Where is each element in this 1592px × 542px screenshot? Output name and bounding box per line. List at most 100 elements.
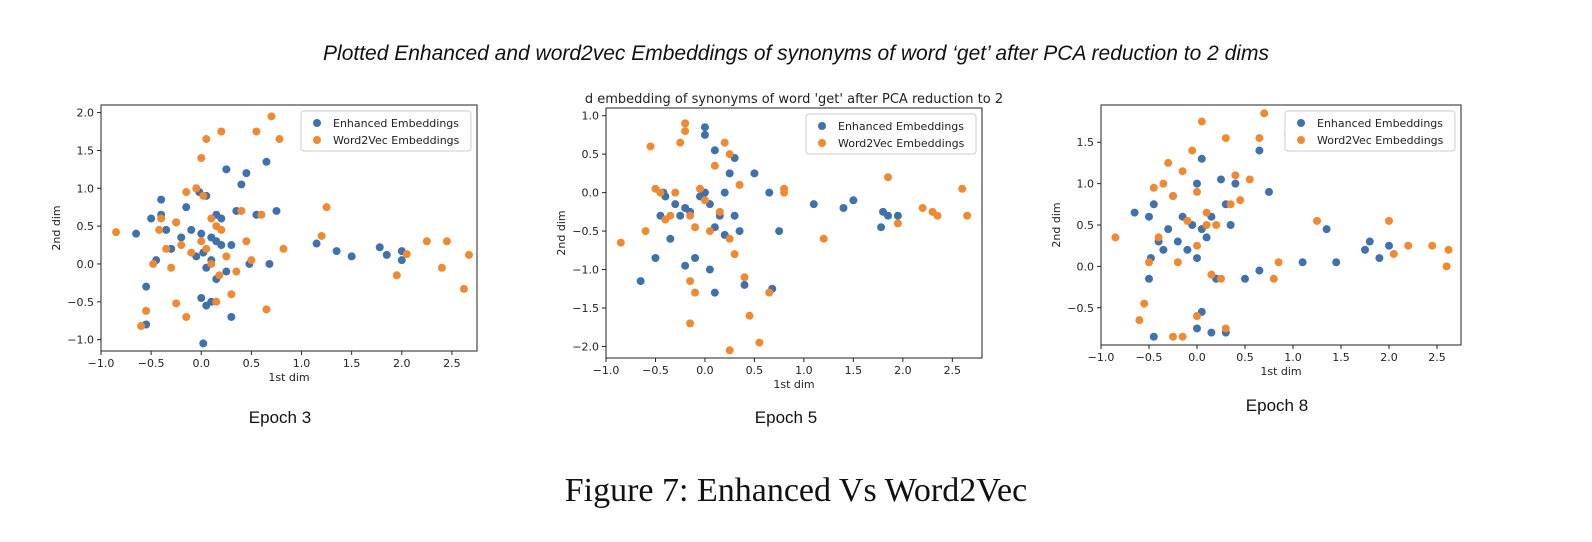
enhanced-point bbox=[1375, 254, 1384, 263]
word2vec-point bbox=[1135, 316, 1144, 325]
y-tick-label: −1.5 bbox=[572, 302, 599, 315]
enhanced-point bbox=[1145, 212, 1153, 221]
word2vec-point bbox=[725, 150, 734, 159]
y-tick-label: 1.5 bbox=[1077, 136, 1095, 149]
enhanced-point bbox=[1202, 233, 1211, 242]
word2vec-point bbox=[676, 138, 685, 147]
y-tick-label: 2.0 bbox=[77, 107, 95, 120]
legend-marker-enhanced bbox=[1297, 119, 1305, 127]
enhanced-point bbox=[1193, 324, 1201, 333]
word2vec-point bbox=[202, 135, 211, 144]
x-tick-label: 0.5 bbox=[1236, 351, 1254, 364]
word2vec-point bbox=[1274, 258, 1283, 267]
word2vec-point bbox=[149, 259, 158, 268]
word2vec-point bbox=[202, 244, 211, 253]
word2vec-point bbox=[884, 173, 892, 182]
word2vec-point bbox=[1183, 216, 1192, 225]
legend-marker-enhanced bbox=[313, 119, 321, 127]
legend-label-word2vec: Word2Vec Embeddings bbox=[838, 137, 965, 150]
word2vec-point bbox=[222, 252, 231, 261]
word2vec-point bbox=[1173, 258, 1182, 267]
x-tick-label: 2.0 bbox=[393, 357, 411, 370]
word2vec-point bbox=[262, 305, 271, 314]
x-axis-label: 1st dim bbox=[773, 378, 814, 391]
word2vec-point bbox=[893, 219, 902, 228]
y-tick-label: 0.5 bbox=[1077, 219, 1095, 232]
word2vec-point bbox=[686, 277, 695, 286]
x-axis-label: 1st dim bbox=[1260, 365, 1301, 378]
enhanced-point bbox=[636, 277, 645, 286]
word2vec-point bbox=[317, 231, 326, 240]
x-tick-label: 1.5 bbox=[1332, 351, 1350, 364]
word2vec-point bbox=[1269, 274, 1278, 283]
caption-epoch-5: Epoch 5 bbox=[754, 408, 818, 427]
enhanced-point bbox=[671, 200, 680, 209]
enhanced-point bbox=[1173, 237, 1182, 246]
legend-marker-word2vec bbox=[818, 139, 826, 147]
main-title: Plotted Enhanced and word2vec Embeddings… bbox=[323, 42, 1269, 65]
legend-marker-word2vec bbox=[313, 136, 321, 144]
word2vec-point bbox=[217, 225, 226, 234]
word2vec-point bbox=[958, 184, 967, 193]
x-tick-label: 1.5 bbox=[845, 364, 863, 377]
word2vec-point bbox=[192, 184, 201, 193]
y-axis-label: 2nd dim bbox=[555, 210, 568, 255]
enhanced-point bbox=[651, 254, 660, 262]
word2vec-point bbox=[197, 153, 206, 162]
word2vec-point bbox=[177, 241, 186, 250]
word2vec-point bbox=[172, 299, 181, 308]
x-tick-label: −1.0 bbox=[1088, 351, 1115, 364]
y-tick-label: 0.5 bbox=[582, 148, 600, 161]
x-tick-label: −0.5 bbox=[1136, 351, 1163, 364]
legend: Enhanced Embeddings Word2Vec Embeddings bbox=[1284, 110, 1456, 152]
y-axis-label: 2nd dim bbox=[1050, 202, 1063, 247]
word2vec-point bbox=[182, 188, 191, 197]
enhanced-point bbox=[197, 229, 206, 238]
word2vec-point bbox=[666, 211, 675, 220]
enhanced-point bbox=[265, 259, 274, 268]
word2vec-point bbox=[162, 244, 171, 253]
word2vec-point bbox=[963, 211, 972, 220]
enhanced-point bbox=[1332, 258, 1341, 267]
word2vec-point bbox=[700, 196, 709, 205]
enhanced-point bbox=[849, 196, 858, 205]
word2vec-point bbox=[242, 237, 251, 246]
enhanced-point bbox=[681, 261, 690, 270]
word2vec-point bbox=[1193, 187, 1201, 196]
word2vec-point bbox=[1193, 312, 1201, 321]
enhanced-point bbox=[1145, 274, 1153, 283]
word2vec-point bbox=[1178, 167, 1187, 176]
scatter-panel-epoch-3: −1.0 −0.5 0.0 0.5 1.0 1.5 2.0 2.5 −1.0 −0.5 0.0 0.5… bbox=[40, 100, 500, 400]
word2vec-point bbox=[705, 227, 714, 236]
word2vec-point bbox=[172, 218, 181, 227]
enhanced-point bbox=[1159, 245, 1168, 254]
enhanced-point bbox=[730, 211, 739, 220]
scatter-chart-epoch-8: −1.0 −0.5 0.0 0.5 1.0 1.5 2.0 2.5−0.50.00.51.01… bbox=[1050, 104, 1462, 378]
caption-epoch-8: Epoch 8 bbox=[1245, 396, 1309, 415]
scatter-panel-epoch-5: d embedding of synonyms of word 'get' af… bbox=[545, 92, 1005, 402]
enhanced-point bbox=[1193, 179, 1201, 188]
scatter-chart-epoch-3: −1.0 −0.5 0.0 0.5 1.0 1.5 2.0 2.5 −1.0 −0.5 0.0 0.5… bbox=[50, 104, 478, 384]
word2vec-point bbox=[715, 207, 724, 216]
enhanced-point bbox=[775, 227, 784, 236]
series-word2vec bbox=[1111, 109, 1453, 341]
word2vec-point bbox=[142, 306, 151, 315]
word2vec-point bbox=[933, 211, 942, 220]
word2vec-point bbox=[1389, 249, 1398, 258]
word2vec-point bbox=[252, 127, 261, 136]
enhanced-point bbox=[1226, 221, 1235, 229]
enhanced-point bbox=[710, 288, 719, 297]
word2vec-point bbox=[442, 237, 451, 246]
enhanced-point bbox=[1197, 154, 1206, 163]
enhanced-point bbox=[720, 188, 729, 197]
legend-box bbox=[300, 110, 472, 152]
word2vec-point bbox=[1202, 221, 1211, 229]
enhanced-point bbox=[182, 203, 191, 212]
y-tick-label: 0.0 bbox=[1077, 260, 1095, 273]
series-word2vec bbox=[616, 119, 972, 355]
word2vec-point bbox=[616, 238, 625, 247]
word2vec-point bbox=[1154, 233, 1163, 242]
enhanced-point bbox=[1365, 237, 1374, 246]
word2vec-point bbox=[1169, 332, 1177, 341]
word2vec-point bbox=[237, 206, 246, 215]
